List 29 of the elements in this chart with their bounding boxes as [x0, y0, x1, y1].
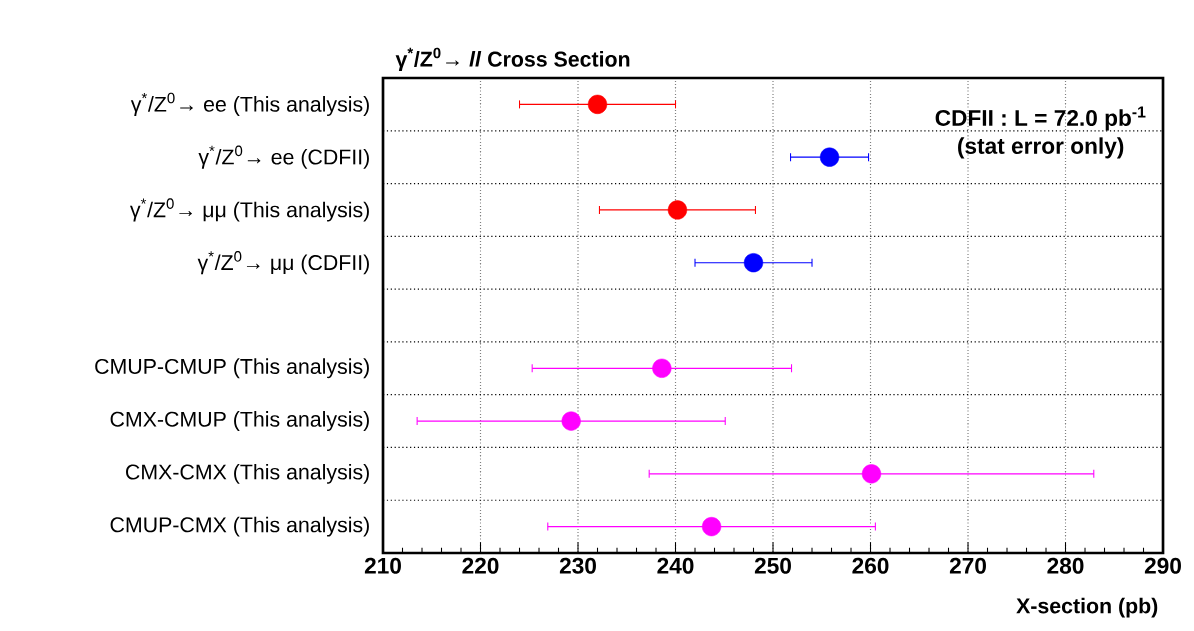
x-tick-label: 210: [364, 557, 401, 574]
x-axis-title: X-section (pb): [1016, 597, 1158, 618]
point: [667, 200, 688, 220]
y-tick-label: γ$^{*}$/Z$^{0}$→ ee (CDFII): [198, 145, 369, 169]
point: [652, 358, 672, 378]
x-tick-label: 220: [462, 557, 499, 574]
chart-title: γ$^{*}$/Z$^{0}$→ ll Cross Section: [395, 47, 630, 71]
x-tick-label: 280: [1047, 557, 1084, 574]
y-tick-label: γ$^{*}$/Z$^{0}$→ μμ (CDFII): [197, 251, 369, 275]
point: [861, 464, 882, 484]
annotation: CDFII : L = 72.0 pb$^{-1}$: [935, 106, 1146, 131]
y-tick-label: CMUP-CMX (This analysis): [110, 516, 369, 537]
point: [561, 411, 581, 431]
x-tick-label: 270: [949, 557, 986, 574]
x-tick-label: 250: [754, 557, 791, 574]
y-tick-label: γ$^{*}$/Z$^{0}$→ μμ (This analysis): [130, 198, 369, 222]
annotation: (stat error only): [958, 137, 1124, 159]
y-tick-label: CMUP-CMUP (This analysis): [95, 358, 369, 379]
point: [743, 253, 764, 273]
y-tick-label: CMX-CMX (This analysis): [126, 463, 369, 484]
x-tick-label: 260: [852, 557, 889, 574]
x-tick-label: 290: [1144, 557, 1181, 574]
point: [587, 94, 608, 114]
y-tick-label: γ$^{*}$/Z$^{0}$→ ee (This analysis): [130, 92, 369, 117]
x-tick-label: 240: [657, 557, 694, 574]
x-tick-label: 230: [559, 557, 596, 574]
y-tick-label: CMX-CMUP (This analysis): [110, 411, 369, 432]
point: [701, 517, 722, 537]
point: [819, 147, 840, 167]
